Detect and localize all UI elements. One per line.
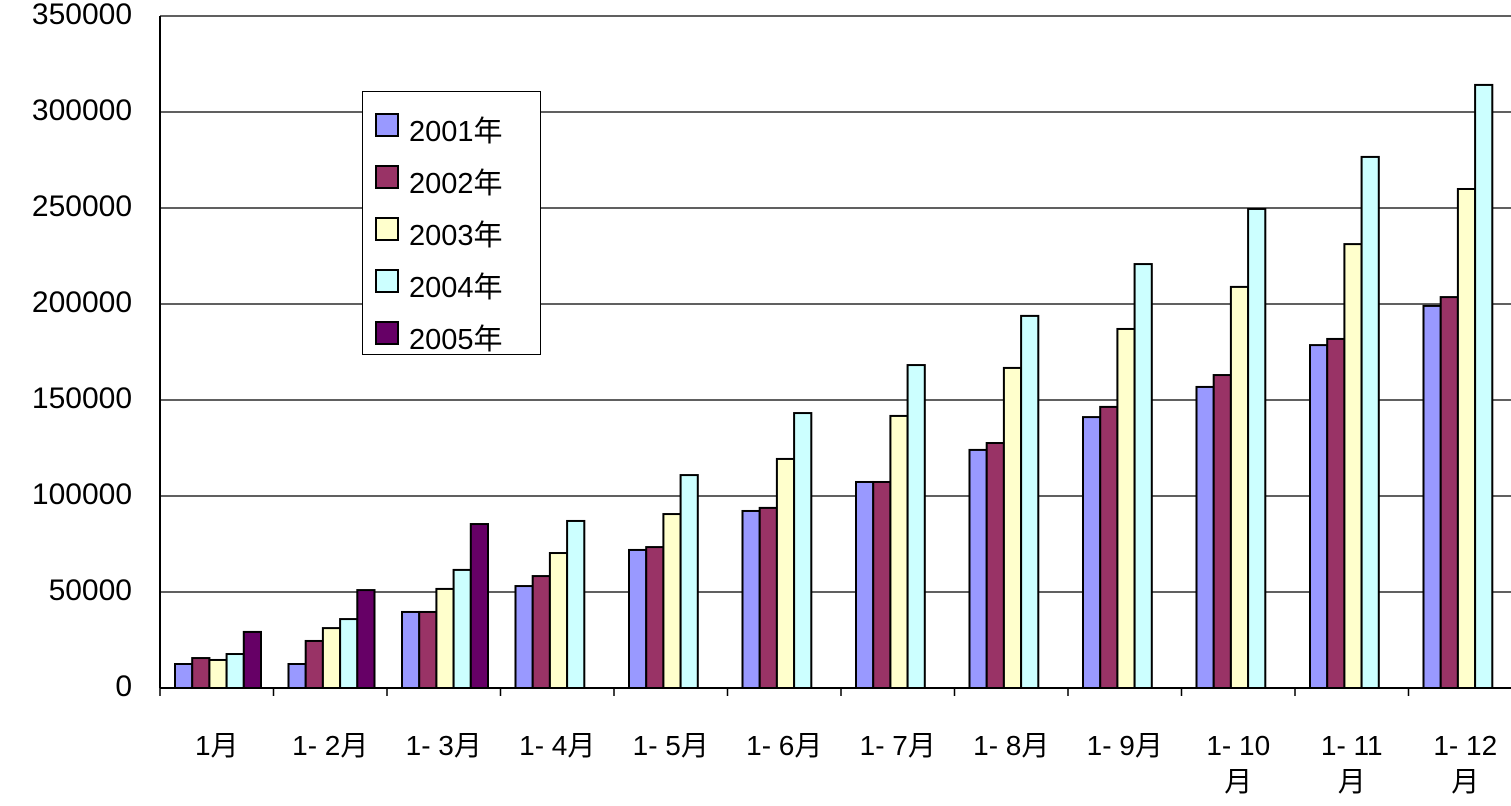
y-tick-label: 350000	[32, 0, 132, 31]
bar	[1439, 296, 1459, 689]
bar	[906, 364, 926, 689]
y-tick-label: 300000	[32, 94, 132, 127]
legend: 2001年 2002年 2003年 2004年 2005年	[362, 91, 541, 355]
bar	[645, 546, 665, 690]
legend-item: 2001年	[375, 109, 503, 149]
y-tick-label: 150000	[32, 382, 132, 415]
y-tick-label: 250000	[32, 190, 132, 223]
legend-label: 2004年	[409, 272, 503, 304]
bar	[1212, 374, 1232, 689]
legend-label: 2003年	[409, 220, 503, 252]
bar	[793, 412, 813, 689]
x-tick-label: 1- 7月	[859, 730, 936, 761]
bar	[628, 548, 648, 690]
bar	[1002, 366, 1023, 689]
bar	[662, 513, 682, 689]
y-tick-label: 100000	[32, 478, 132, 511]
bar	[872, 480, 892, 690]
x-tick-label: 1- 9月	[1086, 730, 1163, 761]
x-tick-label: 1- 5月	[632, 730, 709, 761]
y-tick-label: 50000	[49, 574, 132, 607]
bar	[1360, 155, 1380, 690]
legend-swatch	[375, 321, 399, 345]
x-tick-label: 1- 6月	[746, 730, 823, 761]
bar	[758, 506, 778, 689]
bar	[531, 575, 551, 690]
legend-swatch	[375, 165, 399, 189]
bar	[566, 519, 586, 690]
legend-label: 2002年	[409, 168, 503, 200]
bar	[356, 589, 376, 690]
x-tick-label: 1- 2月	[292, 730, 369, 761]
legend-swatch	[375, 113, 399, 137]
bar	[1082, 416, 1102, 689]
legend-swatch	[375, 217, 399, 241]
bar	[287, 663, 307, 689]
x-tick-label: 1- 8月	[973, 730, 1050, 761]
bar	[775, 457, 796, 689]
bar	[985, 442, 1005, 689]
x-tick-label: 1- 3月	[405, 730, 482, 761]
x-tick-label: 1- 12月	[1433, 730, 1498, 797]
bar	[435, 587, 455, 689]
bar	[1020, 314, 1040, 689]
bar	[1456, 187, 1477, 689]
bar	[1422, 304, 1442, 689]
bar	[1309, 344, 1329, 689]
bar	[1229, 285, 1250, 689]
legend-item: 2004年	[375, 265, 503, 305]
y-tick-label: 0	[115, 670, 132, 703]
legend-label: 2005年	[409, 324, 503, 355]
bar	[242, 630, 263, 689]
y-tick-label: 200000	[32, 286, 132, 319]
bar	[1116, 327, 1136, 689]
bar	[339, 618, 359, 690]
bar	[548, 552, 569, 689]
legend-label: 2001年	[409, 116, 503, 148]
bar	[469, 523, 489, 689]
bar	[1195, 385, 1215, 689]
bar	[855, 480, 875, 690]
x-tick-label: 1- 4月	[519, 730, 596, 761]
bar	[1343, 243, 1363, 689]
x-tick-label: 1- 11月	[1320, 730, 1383, 797]
legend-swatch	[375, 269, 399, 293]
bar	[1099, 405, 1119, 689]
bar	[679, 474, 699, 689]
bar	[191, 657, 211, 689]
bar	[208, 658, 228, 690]
bar	[968, 448, 988, 690]
bar	[1133, 263, 1153, 689]
bar	[418, 610, 438, 690]
bar	[514, 585, 534, 689]
x-tick-label: 1- 10月	[1206, 730, 1271, 797]
x-tick-label: 1月	[194, 730, 239, 761]
bar	[174, 663, 194, 689]
bar	[304, 639, 324, 690]
bar	[452, 568, 472, 689]
bar	[321, 627, 342, 690]
bar	[889, 414, 909, 689]
bar	[1247, 207, 1267, 690]
bar	[741, 509, 761, 690]
bar	[1474, 83, 1494, 690]
legend-item: 2002年	[375, 161, 503, 201]
legend-item: 2003年	[375, 213, 503, 253]
bar	[401, 610, 421, 690]
legend-item: 2005年	[375, 317, 503, 355]
bar	[225, 653, 245, 689]
bar	[1326, 337, 1346, 689]
